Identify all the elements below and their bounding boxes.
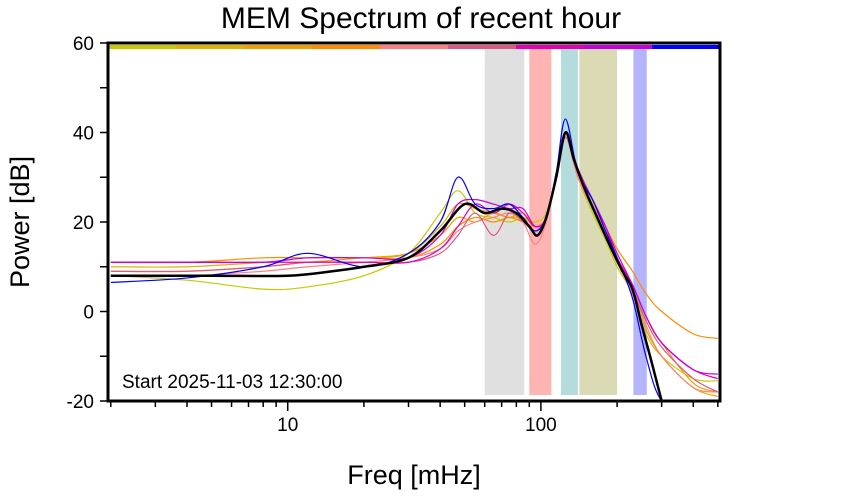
spectrum-line-1 [110,131,719,398]
spectrum-line-0 [110,136,718,382]
time-color-segment-2 [244,45,313,49]
spectrum-line-7 [110,131,718,375]
y-axis-label: Power [dB] [5,156,35,288]
y-tick-label: -20 [67,392,94,413]
time-color-segment-6 [516,45,585,49]
chart-title: MEM Spectrum of recent hour [221,2,621,35]
frequency-band-4 [633,49,647,395]
x-tick-label: 10 [277,415,298,436]
y-tick-label: 0 [83,303,94,324]
time-color-segment-7 [584,45,653,49]
time-color-segment-8 [652,45,721,49]
y-tick-label: 40 [73,124,94,145]
x-axis-label: Freq [mHz] [347,460,481,490]
time-color-segment-3 [312,45,381,49]
mean-spectrum-line [110,131,663,401]
plot-frame [106,41,722,403]
time-color-segment-5 [448,45,517,49]
frequency-band-2 [560,49,578,395]
start-time-annotation: Start 2025-11-03 12:30:00 [122,372,342,393]
time-color-segment-4 [380,45,449,49]
time-color-segment-1 [176,45,245,49]
time-color-segment-0 [108,45,177,49]
y-tick-label: 60 [73,34,94,55]
spectrum-line-2 [110,136,719,393]
spectrum-line-5 [110,136,719,393]
frequency-band-1 [529,49,552,395]
y-tick-label: 20 [73,213,94,234]
spectrum-line-4 [110,136,718,393]
x-tick-label: 100 [525,415,557,436]
spectrum-line-3 [110,136,718,339]
